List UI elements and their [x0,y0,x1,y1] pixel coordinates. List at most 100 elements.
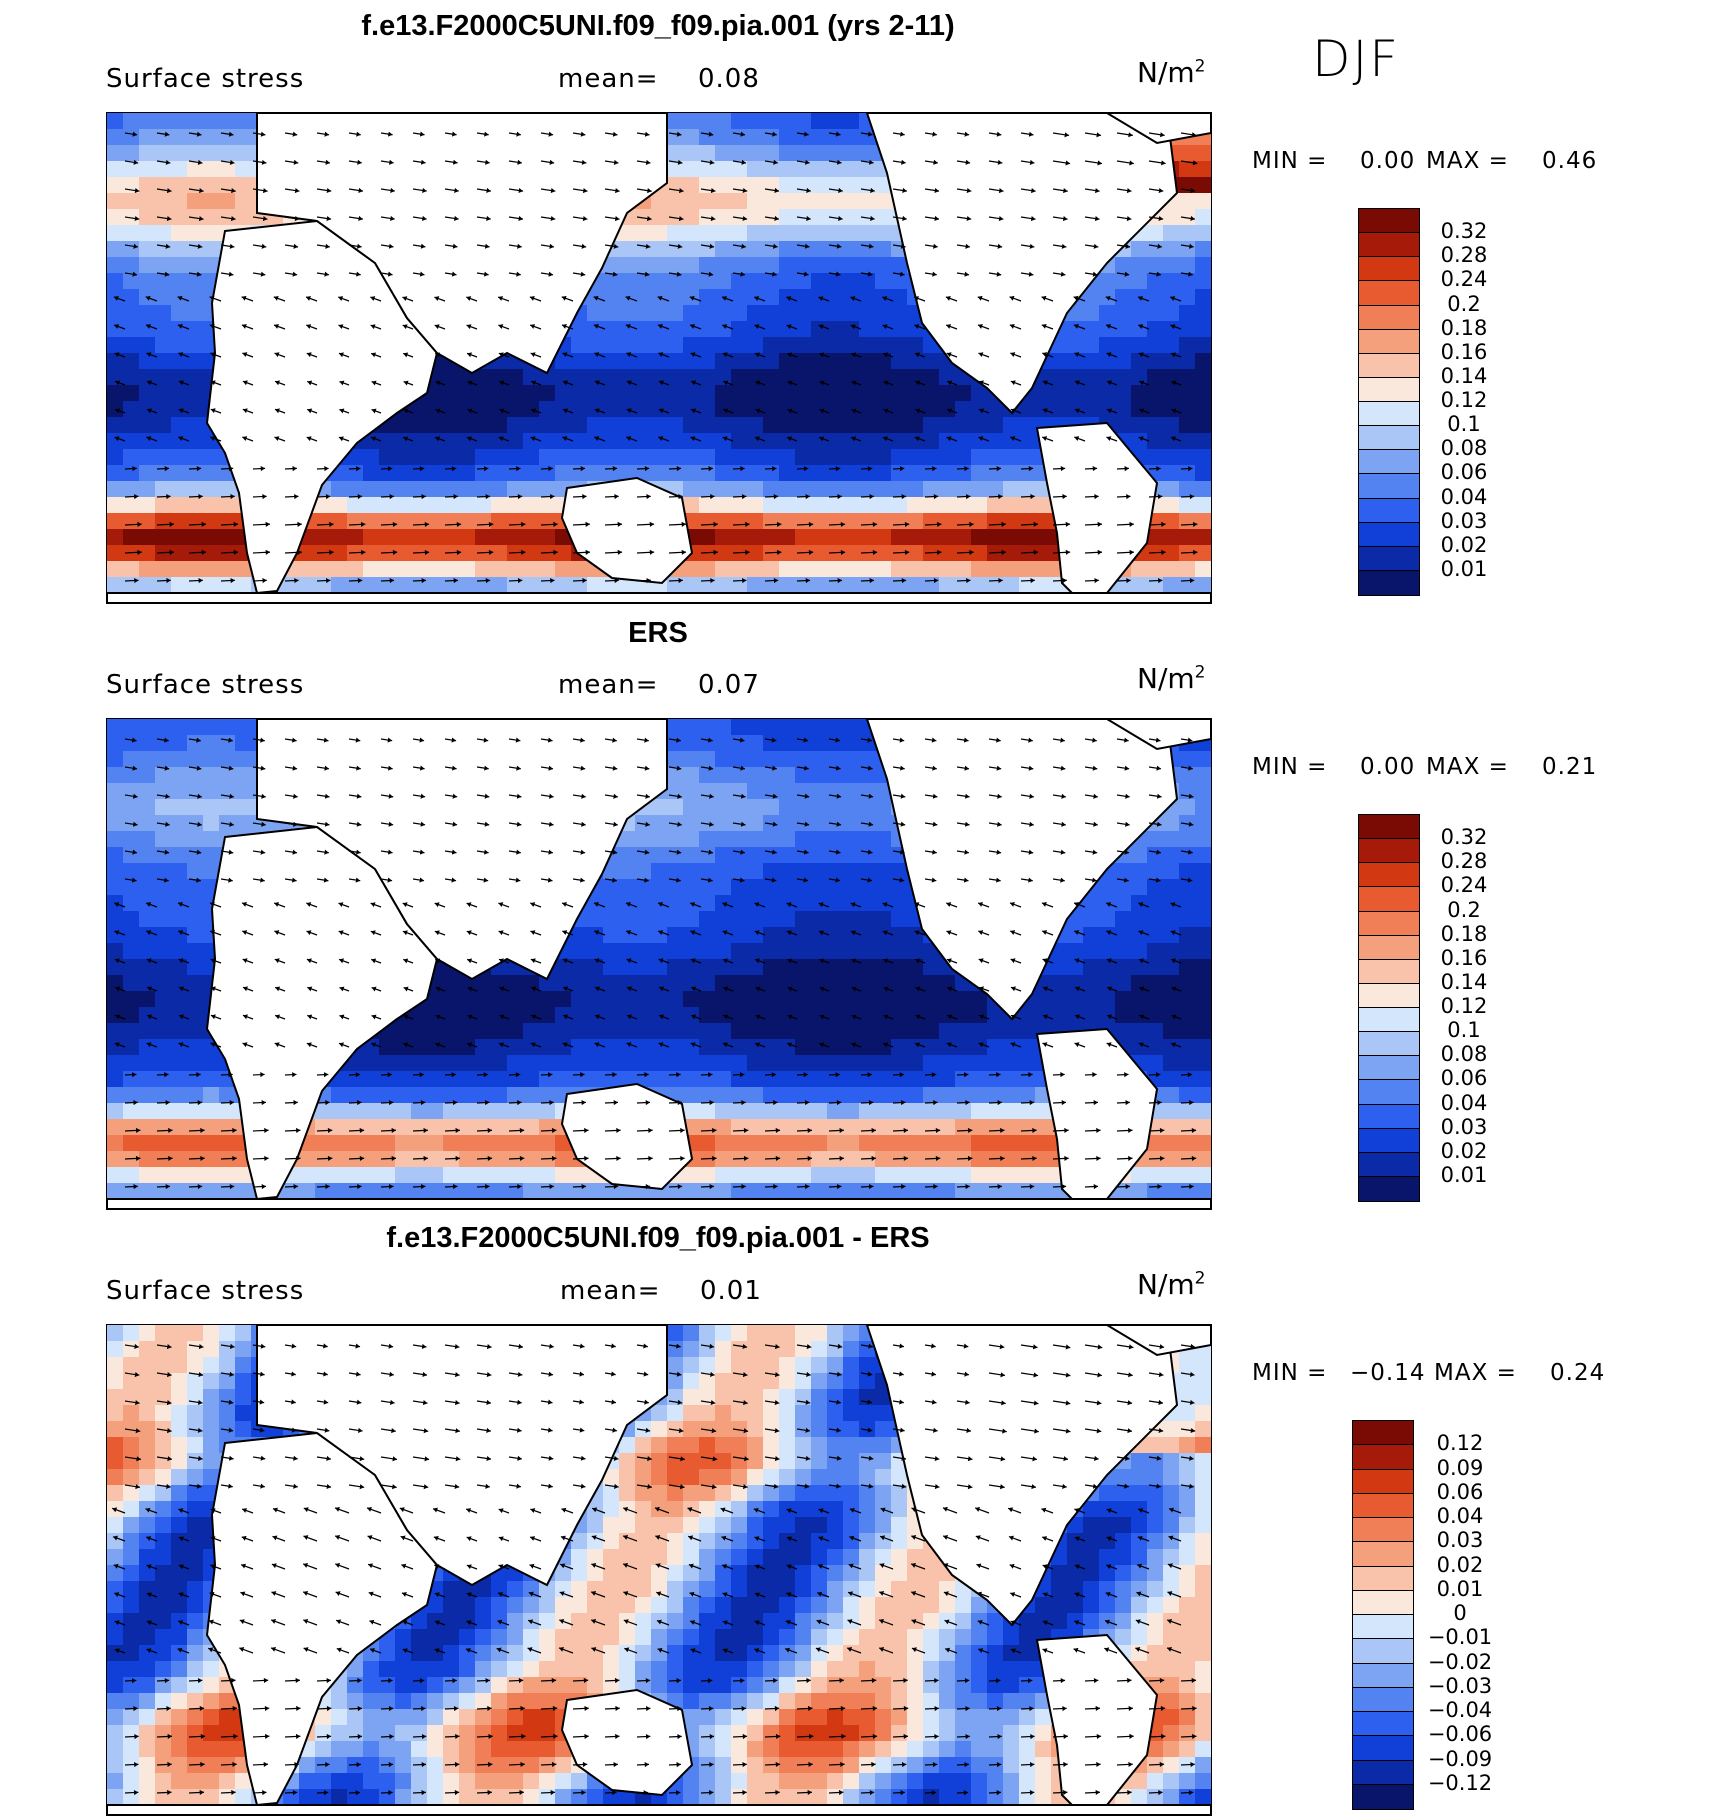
colorbar-swatch [1359,1056,1419,1080]
colorbar-tick-label: 0.14 [1414,970,1514,994]
min-label-1: MIN = [1252,148,1327,174]
colorbar-tick-label: −0.09 [1410,1747,1510,1771]
colorbar-swatch [1353,1445,1413,1469]
colorbar-tick-label: 0.12 [1414,994,1514,1018]
colorbar-swatch [1359,1008,1419,1032]
variable-label-1: Surface stress [106,64,304,94]
min-value-2: 0.00 [1360,754,1415,780]
map-panel-2 [106,718,1212,1210]
min-label-3: MIN = [1252,1360,1327,1386]
colorbar-swatch [1359,571,1419,595]
colorbar-tick-label: 0.08 [1414,1042,1514,1066]
colorbar-swatch [1359,450,1419,474]
colorbar-tick-label: 0.06 [1414,1066,1514,1090]
colorbar-tick-label: 0.03 [1414,1115,1514,1139]
colorbar-tick-label: 0.18 [1414,316,1514,340]
colorbar-swatch [1359,547,1419,571]
colorbar-tick-label: 0.08 [1414,436,1514,460]
colorbar-swatch [1359,1153,1419,1177]
colorbar-tick-label: 0.2 [1414,292,1514,316]
colorbar-swatch [1359,839,1419,863]
surface-stress-map-2 [107,719,1211,1209]
mean-label-3: mean= [560,1276,661,1306]
max-value-1: 0.46 [1542,148,1597,174]
colorbar-swatch [1359,257,1419,281]
panel-title-3: f.e13.F2000C5UNI.f09_f09.pia.001 - ERS [106,1222,1210,1255]
colorbar-tick-label: 0.24 [1414,873,1514,897]
colorbar-tick-label: −0.04 [1410,1698,1510,1722]
colorbar-1 [1358,208,1420,596]
colorbar-swatch [1359,863,1419,887]
colorbar-swatch [1353,1688,1413,1712]
colorbar-tick-label: 0.04 [1414,1091,1514,1115]
units-label-1: N/m2 [1137,56,1205,89]
min-value-1: 0.00 [1360,148,1415,174]
surface-stress-map-3 [107,1325,1211,1815]
colorbar-swatch [1359,984,1419,1008]
mean-label-2: mean= [558,670,659,700]
season-label: DJF [1312,30,1400,88]
colorbar-tick-label: 0.01 [1414,557,1514,581]
colorbar-tick-label: 0.1 [1414,1018,1514,1042]
colorbar-tick-label: −0.01 [1410,1625,1510,1649]
colorbar-tick-label: −0.12 [1410,1771,1510,1795]
colorbar-tick-label: 0.06 [1414,460,1514,484]
colorbar-swatch [1353,1421,1413,1445]
colorbar-tick-label: 0.32 [1414,219,1514,243]
colorbar-tick-label: 0.09 [1410,1456,1510,1480]
colorbar-swatch [1353,1736,1413,1760]
colorbar-swatch [1353,1518,1413,1542]
colorbar-swatch [1353,1470,1413,1494]
panel-title-2: ERS [106,617,1210,650]
continent-outline [107,1199,1211,1209]
colorbar-tick-label: 0.12 [1414,388,1514,412]
colorbar-tick-label: 0.12 [1410,1431,1510,1455]
surface-stress-map-1 [107,113,1211,603]
colorbar-tick-label: 0.24 [1414,267,1514,291]
colorbar-swatch [1353,1542,1413,1566]
colorbar-tick-label: 0.2 [1414,898,1514,922]
max-label-2: MAX = [1426,754,1509,780]
colorbar-tick-label: 0.28 [1414,849,1514,873]
colorbar-swatch [1359,815,1419,839]
colorbar-tick-label: 0.28 [1414,243,1514,267]
min-value-3: −0.14 [1350,1360,1425,1386]
colorbar-tick-label: −0.03 [1410,1674,1510,1698]
colorbar-tick-label: 0.32 [1414,825,1514,849]
colorbar-swatch [1359,354,1419,378]
colorbar-swatch [1359,330,1419,354]
colorbar-tick-label: 0.01 [1410,1577,1510,1601]
colorbar-tick-label: 0.01 [1414,1163,1514,1187]
mean-value-3: 0.01 [700,1276,762,1306]
max-label-1: MAX = [1426,148,1509,174]
colorbar-3 [1352,1420,1414,1810]
colorbar-tick-label: −0.02 [1410,1650,1510,1674]
colorbar-tick-label: 0.14 [1414,364,1514,388]
max-label-3: MAX = [1434,1360,1517,1386]
colorbar-swatch [1359,499,1419,523]
colorbar-tick-label: 0.04 [1414,485,1514,509]
mean-value-2: 0.07 [698,670,760,700]
colorbar-swatch [1359,1129,1419,1153]
colorbar-tick-label: 0.03 [1410,1528,1510,1552]
colorbar-swatch [1359,960,1419,984]
colorbar-swatch [1353,1712,1413,1736]
colorbar-tick-label: 0.03 [1414,509,1514,533]
colorbar-swatch [1359,306,1419,330]
colorbar-tick-label: 0.02 [1414,533,1514,557]
colorbar-swatch [1353,1785,1413,1809]
units-label-3: N/m2 [1137,1268,1205,1301]
colorbar-swatch [1359,402,1419,426]
colorbar-swatch [1353,1639,1413,1663]
colorbar-swatch [1359,1032,1419,1056]
mean-label-1: mean= [558,64,659,94]
colorbar-swatch [1359,912,1419,936]
colorbar-swatch [1353,1567,1413,1591]
min-label-2: MIN = [1252,754,1327,780]
variable-label-2: Surface stress [106,670,304,700]
colorbar-swatch [1359,936,1419,960]
colorbar-swatch [1359,1105,1419,1129]
continent-outline [107,1805,1211,1815]
variable-label-3: Surface stress [106,1276,304,1306]
max-value-2: 0.21 [1542,754,1597,780]
